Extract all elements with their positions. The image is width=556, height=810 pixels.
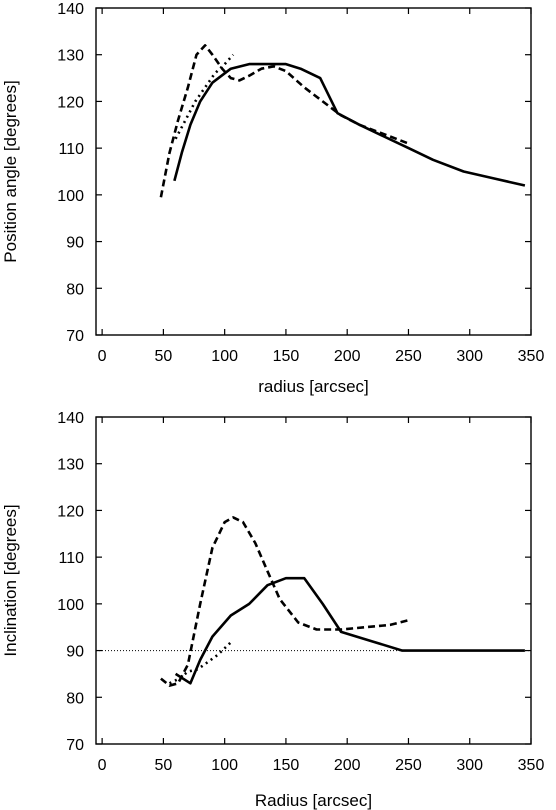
x-tick-label: 50 [154,757,172,774]
x-tick-label: 50 [154,348,172,365]
y-tick-label: 90 [66,644,84,661]
x-tick-label: 150 [273,757,300,774]
plot-frame [95,416,532,745]
series-line-dashed [160,516,409,687]
x-tick-label: 300 [456,348,483,365]
y-tick-label: 120 [57,503,84,520]
x-tick-label: 300 [456,757,483,774]
y-tick-label: 90 [66,235,84,252]
x-tick-label: 350 [518,348,545,365]
x-tick-label: 200 [334,348,361,365]
y-tick-label: 120 [57,94,84,111]
series-line-solid [174,576,525,685]
y-tick-label: 130 [57,48,84,65]
x-tick-label: 200 [334,757,361,774]
y-tick-label: 110 [58,141,84,158]
y-tick-label: 130 [57,457,84,474]
x-axis-title: radius [arcsec] [258,377,369,396]
y-axis-title: Position angle [degrees] [1,80,20,262]
x-tick-label: 100 [211,348,238,365]
x-tick-label: 0 [98,348,107,365]
chart-panel-2: 0 50 100 150 200 250 300 350 70 80 90 100 110 120 130 1… [1,410,544,810]
x-tick-label: 150 [273,348,300,365]
chart-panel-1: 0 50 100 150 200 250 300 350 70 80 90 100 110 120 130 1… [1,1,544,396]
x-tick-label: 350 [518,757,545,774]
y-tick-label: 100 [57,597,84,614]
series-line-dotted [168,640,233,685]
y-tick-label: 100 [57,188,84,205]
plot-frame [95,7,532,336]
y-tick-label: 80 [66,281,84,298]
x-tick-label: 0 [98,757,107,774]
series-line-dashed [159,44,409,198]
y-tick-label: 70 [66,737,84,754]
y-tick-label: 110 [58,550,84,567]
x-axis-title: Radius [arcsec] [255,791,372,810]
y-tick-label: 140 [57,1,84,18]
x-tick-label: 250 [395,348,422,365]
y-tick-label: 70 [66,328,84,345]
x-tick-label: 100 [211,757,238,774]
y-tick-label: 140 [57,410,84,427]
series-line-solid [173,62,526,187]
x-tick-label: 250 [395,757,422,774]
y-tick-label: 80 [66,690,84,707]
y-axis-title: Inclination [degrees] [1,504,20,656]
